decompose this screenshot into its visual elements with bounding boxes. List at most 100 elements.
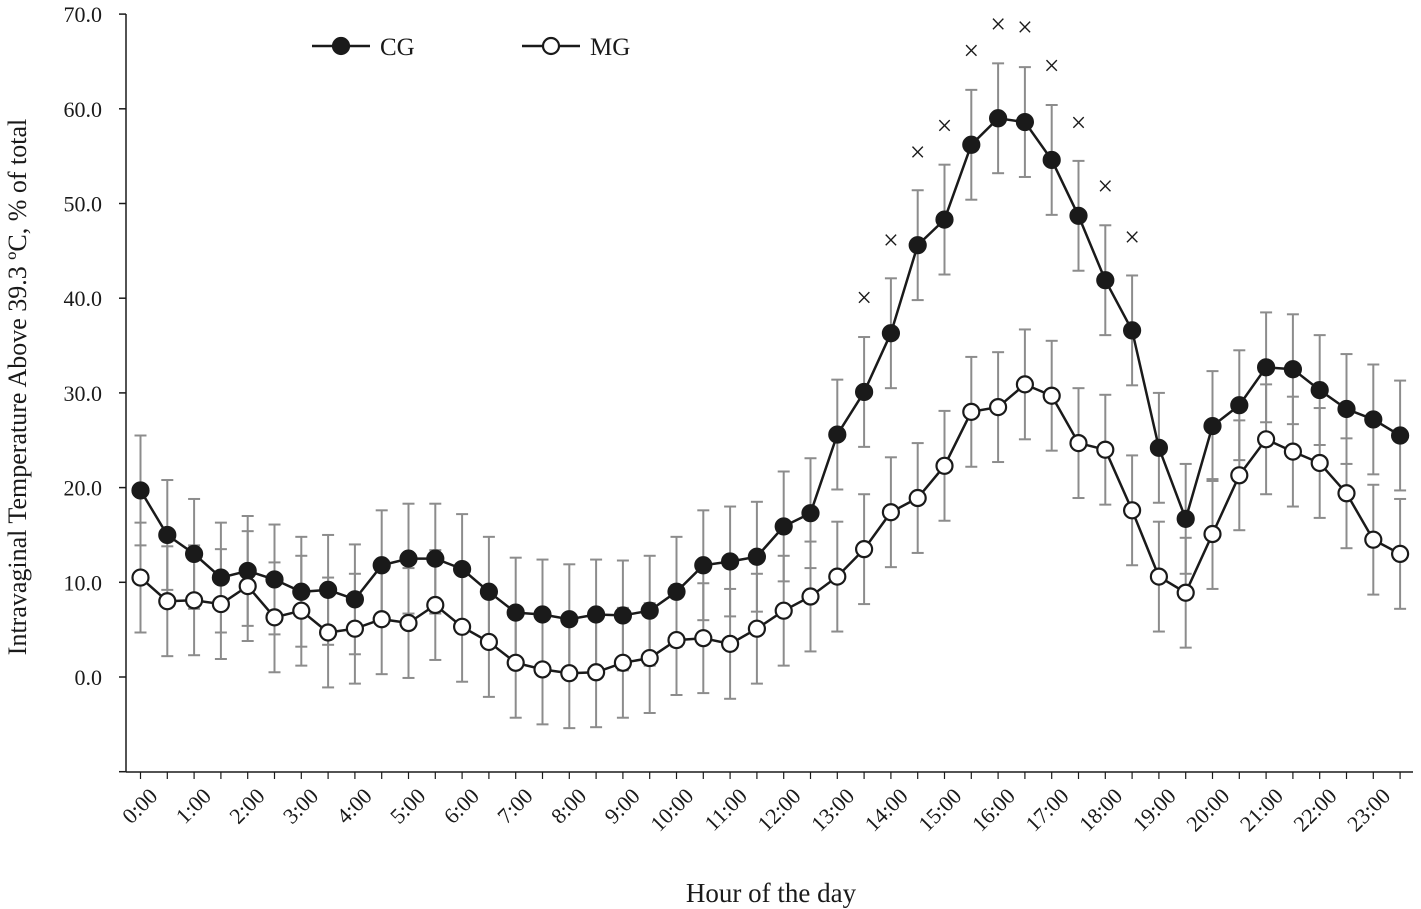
point-cg [613, 606, 633, 625]
x-tick-label: 0:00 [117, 783, 162, 828]
point-cg [1390, 426, 1410, 445]
x-tick-label: 7:00 [492, 783, 537, 828]
point-cg [1096, 271, 1115, 290]
legend: CG MG [312, 34, 630, 61]
point-mg [292, 601, 311, 620]
point-mg [479, 632, 498, 652]
point-mg [1230, 466, 1249, 485]
point-mg [667, 630, 686, 650]
point-cg [720, 552, 740, 571]
point-cg [1015, 112, 1035, 132]
point-mg [1310, 453, 1329, 473]
point-mg [747, 619, 767, 638]
point-mg [372, 610, 391, 629]
x-tick-label: 22:00 [1288, 783, 1341, 836]
legend-label-mg: MG [590, 34, 630, 61]
point-cg [667, 582, 686, 601]
significance-marker: × [856, 283, 872, 314]
point-mg [131, 568, 150, 587]
point-cg [640, 601, 659, 620]
point-cg [506, 603, 525, 622]
point-cg [1069, 206, 1088, 225]
significance-marker: × [1017, 12, 1033, 43]
point-cg [1283, 360, 1303, 379]
significance-marker: × [1097, 171, 1113, 202]
point-cg [1122, 321, 1142, 340]
point-cg [694, 556, 713, 575]
point-cg [238, 561, 257, 581]
significance-marker: × [1044, 51, 1060, 82]
point-cg [828, 425, 847, 444]
y-tick-label: 70.0 [64, 2, 103, 27]
point-cg [479, 582, 498, 601]
point-mg [185, 591, 204, 610]
point-mg [801, 587, 820, 606]
point-mg [988, 398, 1008, 417]
x-tick-label: 20:00 [1181, 783, 1234, 836]
point-cg [747, 547, 767, 566]
point-cg [1042, 150, 1061, 170]
point-cg [962, 135, 981, 154]
x-tick-label: 5:00 [385, 783, 430, 828]
point-cg [453, 559, 472, 579]
point-cg [345, 590, 364, 609]
significance-marker: × [1124, 223, 1140, 254]
point-mg [1337, 484, 1356, 503]
x-tick-label: 2:00 [224, 783, 269, 828]
point-mg [1149, 567, 1169, 586]
y-tick-label: 50.0 [64, 192, 103, 217]
y-tick-label: 20.0 [64, 476, 103, 501]
point-mg [1364, 530, 1383, 549]
point-mg [640, 648, 659, 668]
y-tick-label: 30.0 [64, 381, 103, 406]
point-cg [801, 504, 820, 523]
x-axis-label: Hour of the day [686, 878, 857, 908]
point-mg [854, 540, 874, 559]
point-mg [881, 503, 901, 522]
point-mg [426, 595, 445, 615]
point-cg [265, 570, 284, 589]
point-mg [319, 623, 338, 642]
x-tick-label: 4:00 [331, 783, 376, 828]
x-tick-label: 6:00 [439, 783, 484, 828]
point-cg [935, 210, 954, 229]
y-tick-label: 10.0 [64, 570, 103, 595]
point-mg [1256, 430, 1276, 449]
y-tick-label: 60.0 [64, 97, 103, 122]
y-axis-label: Intravaginal Temperature Above 39.3 ºC, … [3, 119, 32, 655]
point-cg [319, 580, 338, 599]
x-tick-label: 11:00 [699, 783, 752, 836]
point-mg [506, 653, 525, 672]
point-mg [533, 660, 552, 679]
point-cg [1203, 416, 1222, 436]
point-mg [774, 601, 793, 620]
legend-marker-mg [541, 36, 561, 56]
x-tick-label: 16:00 [967, 783, 1020, 836]
point-mg [613, 653, 633, 672]
significance-markers: × × × × × × × × × × × [856, 10, 1140, 315]
x-tick-label: 10:00 [645, 783, 698, 836]
point-cg [1230, 396, 1249, 415]
point-cg [988, 109, 1008, 128]
significance-marker: × [883, 225, 899, 256]
point-cg [908, 236, 927, 255]
point-cg [1364, 410, 1383, 429]
point-cg [211, 568, 230, 587]
y-tick-label: 40.0 [64, 286, 103, 311]
point-cg [1176, 509, 1195, 528]
point-mg [1042, 386, 1061, 405]
point-cg [1337, 399, 1356, 419]
point-mg [1122, 501, 1142, 520]
x-tick-label: 1:00 [171, 783, 216, 828]
point-cg [426, 549, 445, 568]
point-cg [1149, 438, 1169, 457]
point-mg [1390, 544, 1410, 563]
point-mg [720, 634, 740, 653]
point-mg [586, 663, 606, 682]
point-mg [908, 488, 927, 508]
point-mg [265, 608, 284, 627]
x-tick-label: 18:00 [1074, 783, 1127, 836]
point-mg [828, 567, 847, 586]
point-cg [560, 610, 579, 629]
